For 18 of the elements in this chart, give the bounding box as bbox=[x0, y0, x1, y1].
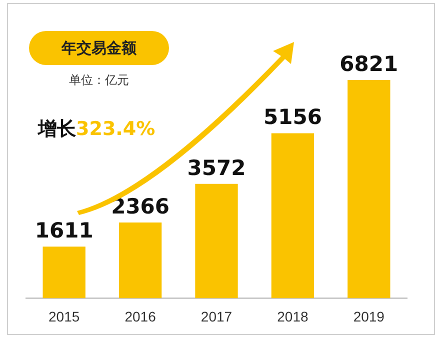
x-tick-label: 2018 bbox=[277, 308, 308, 324]
data-label: 1611 bbox=[34, 218, 94, 243]
bar bbox=[348, 80, 390, 298]
data-label: 6821 bbox=[340, 52, 398, 76]
bar bbox=[195, 184, 238, 298]
x-tick-label: 2016 bbox=[124, 308, 156, 324]
chart-title: 年交易金额 bbox=[29, 31, 169, 65]
data-label: 5156 bbox=[263, 105, 322, 130]
annotation: 增长323.4% bbox=[38, 118, 156, 140]
data-label: 2366 bbox=[111, 194, 170, 218]
x-tick-label: 2017 bbox=[200, 308, 232, 324]
bar bbox=[118, 222, 162, 298]
data-label: 3572 bbox=[187, 156, 246, 180]
x-tick-label: 2019 bbox=[353, 308, 385, 324]
x-tick-label: 2015 bbox=[48, 308, 80, 324]
bar bbox=[42, 246, 86, 298]
bar bbox=[271, 133, 314, 298]
chart-subtitle: 单位：亿元 bbox=[68, 72, 130, 89]
